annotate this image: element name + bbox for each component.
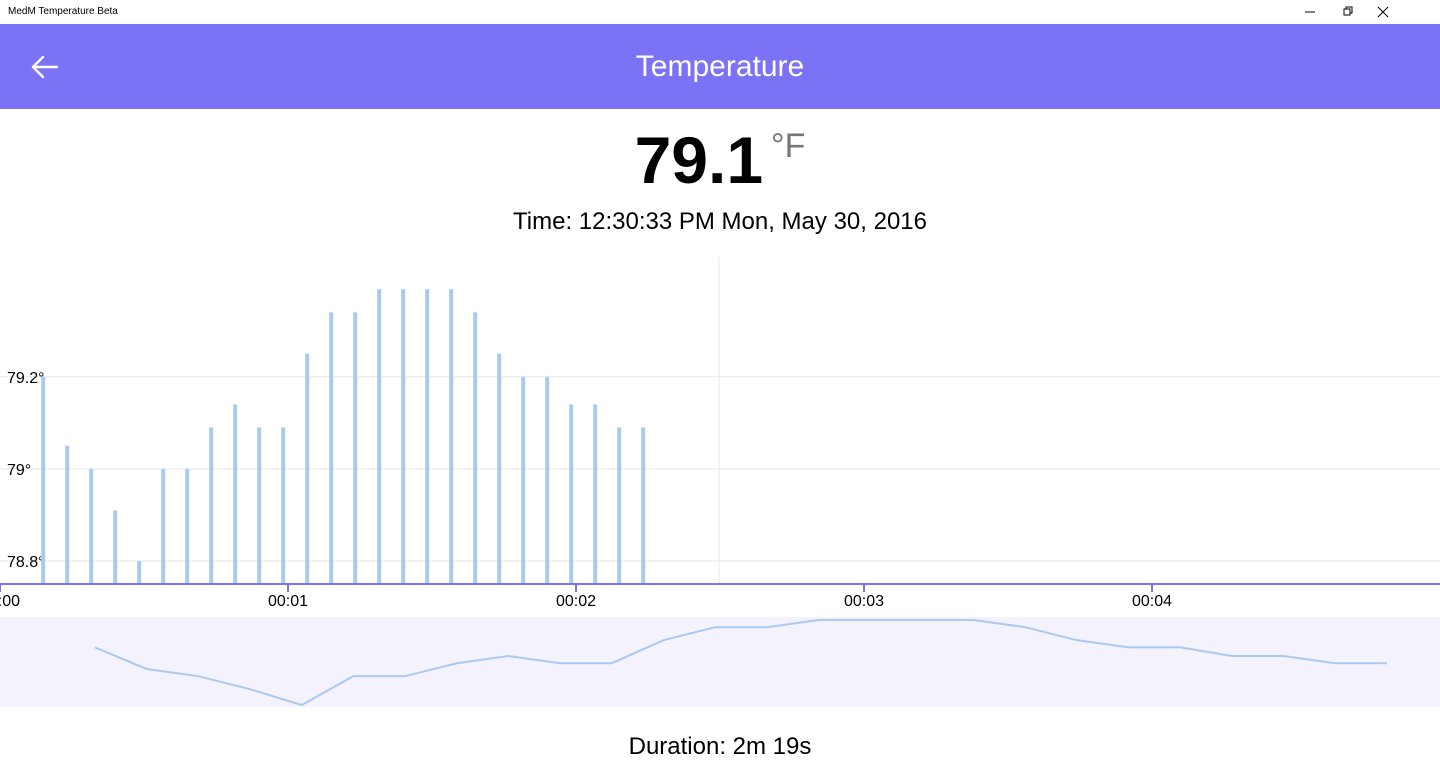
bar xyxy=(281,427,286,584)
bar xyxy=(473,312,478,584)
bar xyxy=(113,510,118,584)
reading-value: 79.1 xyxy=(634,123,764,197)
header-title: Temperature xyxy=(635,50,805,83)
reading-unit: °F xyxy=(771,127,806,165)
bar xyxy=(137,560,142,584)
x-tick-label: 00:02 xyxy=(556,593,596,610)
close[interactable] xyxy=(1377,6,1389,18)
reading-time: Time: 12:30:33 PM Mon, May 30, 2016 xyxy=(513,208,927,235)
x-tick-label: 00:04 xyxy=(1132,593,1172,610)
bar xyxy=(41,376,46,584)
chart: 78.8° 79° 79.2° 00:00 00:01 00:02 00:03 00:04 xyxy=(0,257,1440,707)
window-title: MedM Temperature Beta xyxy=(8,6,118,17)
bar xyxy=(89,468,94,584)
bar xyxy=(521,376,526,584)
bar xyxy=(305,353,310,584)
bar xyxy=(497,353,502,584)
bar xyxy=(209,427,214,584)
bar xyxy=(161,468,166,584)
bar xyxy=(641,427,646,584)
overview-line xyxy=(94,619,1387,707)
overview-background xyxy=(0,617,1440,707)
bar xyxy=(425,289,430,584)
y-tick-label: 79° xyxy=(7,462,31,479)
back-button[interactable] xyxy=(30,54,60,80)
maximize[interactable] xyxy=(1343,6,1353,16)
y-tick-label: 79.2° xyxy=(7,370,45,387)
bar xyxy=(329,312,334,584)
window-controls[interactable] xyxy=(1300,0,1440,24)
bar xyxy=(233,404,238,584)
bar xyxy=(185,468,190,584)
bar xyxy=(257,427,262,584)
bar xyxy=(545,376,550,584)
bar xyxy=(65,445,70,584)
bar xyxy=(617,427,622,584)
header: Temperature xyxy=(0,24,1440,109)
x-tick-label: 00:00 xyxy=(0,593,20,610)
bar xyxy=(353,312,358,584)
bar xyxy=(449,289,454,584)
duration: Duration: 2m 19s xyxy=(628,733,812,760)
x-tick-label: 00:01 xyxy=(268,593,308,610)
x-tick-label: 00:03 xyxy=(844,593,884,610)
bar xyxy=(593,404,598,584)
y-tick-label: 78.8° xyxy=(7,554,45,571)
reading: 79.1 °F xyxy=(0,122,1440,198)
bar xyxy=(377,289,382,584)
bar xyxy=(569,404,574,584)
bar xyxy=(401,289,406,584)
title-bar: MedM Temperature Beta xyxy=(0,0,1440,24)
